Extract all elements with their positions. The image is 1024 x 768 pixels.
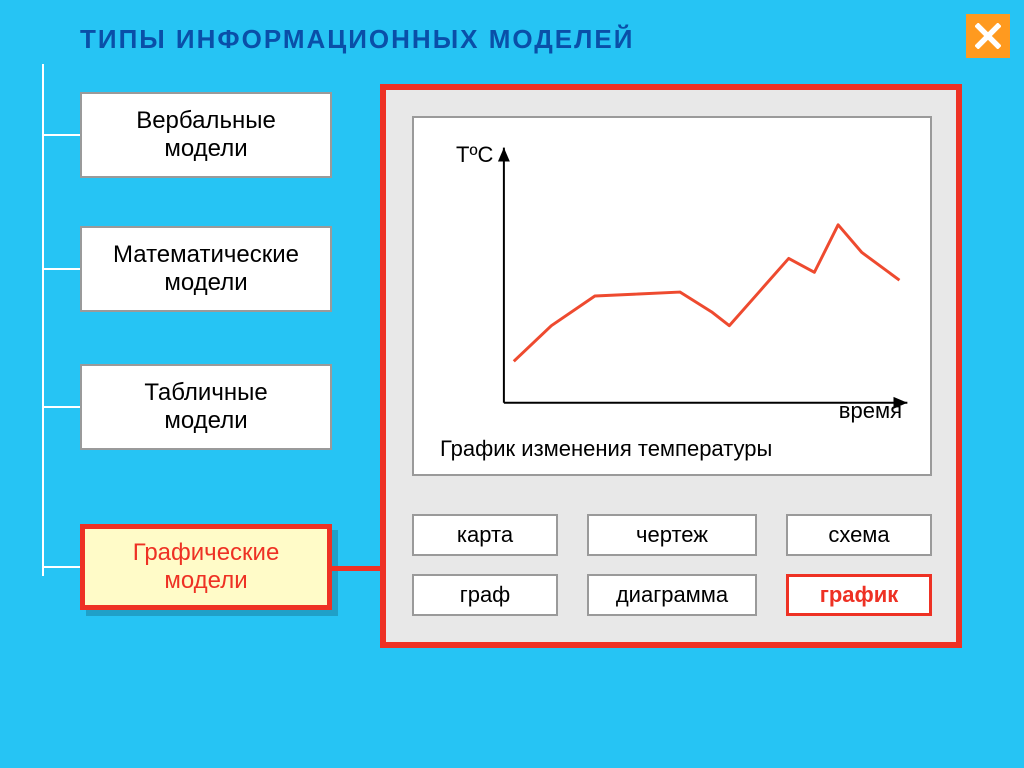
close-icon <box>975 23 1001 49</box>
subtype-label: граф <box>460 582 511 608</box>
tree-trunk <box>42 64 44 576</box>
sidebar-item-verbal[interactable]: Вербальные модели <box>80 92 332 178</box>
sidebar-item-table[interactable]: Табличные модели <box>80 364 332 450</box>
subtype-label: схема <box>828 522 889 548</box>
subtype-scheme[interactable]: схема <box>786 514 932 556</box>
detail-panel: ТºС время График изменения температуры к… <box>380 84 962 648</box>
subtype-map[interactable]: карта <box>412 514 558 556</box>
tree-branch <box>42 268 80 270</box>
close-button[interactable] <box>966 14 1010 58</box>
tree-branch <box>42 406 80 408</box>
tree-branch <box>42 566 80 568</box>
sidebar-item-graphic[interactable]: Графические модели <box>80 524 332 610</box>
sidebar-item-label: Вербальные модели <box>136 107 276 163</box>
subtype-label: график <box>820 582 899 608</box>
chart-box: ТºС время График изменения температуры <box>412 116 932 476</box>
subtype-drawing[interactable]: чертеж <box>587 514 757 556</box>
subtype-label: диаграмма <box>616 582 728 608</box>
subtype-label: карта <box>457 522 513 548</box>
subtype-row-1: карта чертеж схема <box>412 514 932 556</box>
subtype-plot[interactable]: график <box>786 574 932 616</box>
tree-branch <box>42 134 80 136</box>
y-axis-label: ТºС <box>456 142 493 168</box>
sidebar-item-label: Графические модели <box>133 539 280 595</box>
selected-connector <box>332 566 380 571</box>
sidebar-item-label: Математические модели <box>113 241 299 297</box>
subtype-label: чертеж <box>636 522 708 548</box>
subtype-row-2: граф диаграмма график <box>412 574 932 616</box>
chart-caption: График изменения температуры <box>440 436 772 462</box>
sidebar-item-math[interactable]: Математические модели <box>80 226 332 312</box>
subtype-diagram[interactable]: диаграмма <box>587 574 757 616</box>
x-axis-label: время <box>839 398 902 424</box>
page-title: ТИПЫ ИНФОРМАЦИОННЫХ МОДЕЛЕЙ <box>80 24 634 55</box>
subtype-graph[interactable]: граф <box>412 574 558 616</box>
sidebar-item-label: Табличные модели <box>144 379 267 435</box>
